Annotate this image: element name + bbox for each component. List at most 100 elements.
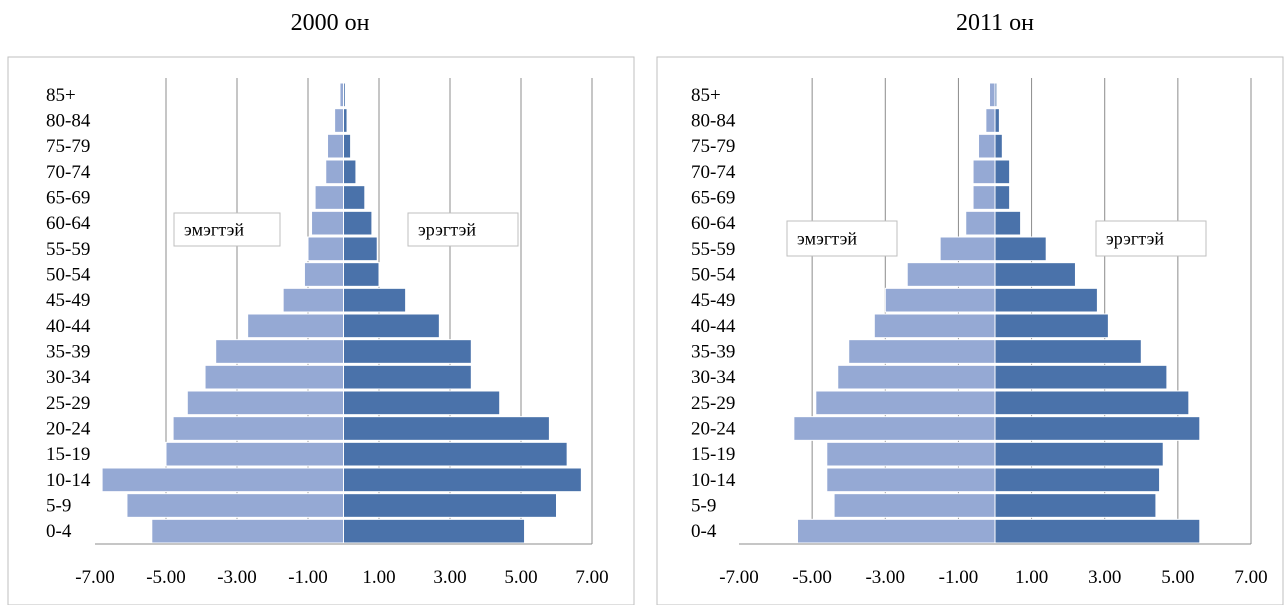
bar-male: [994, 159, 1011, 185]
y-tick-label: 55-59: [691, 239, 735, 260]
y-tick-label: 15-19: [691, 444, 735, 465]
bar-female: [325, 159, 344, 185]
x-tick-label: 3.00: [433, 567, 466, 588]
y-tick-label: 70-74: [46, 162, 91, 183]
bar-male: [994, 339, 1142, 364]
bar-male: [994, 133, 1003, 159]
y-tick-label: 25-29: [691, 393, 735, 414]
bar-male: [994, 390, 1190, 416]
bar-male: [343, 185, 366, 210]
y-tick-label: 35-39: [46, 342, 90, 363]
bar-female: [989, 82, 996, 108]
y-tick-label: 45-49: [46, 290, 90, 311]
y-tick-label: 80-84: [46, 111, 91, 132]
bar-male: [994, 262, 1076, 287]
bar-female: [826, 441, 996, 467]
y-tick-label: 15-19: [46, 444, 90, 465]
bar-female: [314, 185, 345, 210]
bar-female: [303, 262, 345, 287]
population-pyramid-2011: -7.00 -5.00 -3.00 -1.00 1.00 3.00 5.00 7.00 0-4 5…: [656, 56, 1284, 605]
y-tick-label: 75-79: [691, 136, 735, 157]
bar-female: [101, 467, 344, 493]
bar-female: [165, 441, 344, 467]
bar-male: [994, 313, 1109, 339]
y-tick-label: 40-44: [46, 316, 91, 337]
bar-female: [848, 339, 996, 364]
label-male: эрэгтэй: [418, 220, 476, 240]
bar-female: [837, 364, 996, 390]
bar-male: [343, 364, 472, 390]
bar-female: [172, 416, 344, 441]
bar-male: [343, 159, 357, 185]
y-tick-label: 70-74: [691, 162, 736, 183]
bar-female: [965, 210, 996, 236]
bar-female: [204, 364, 344, 390]
x-tick-label: 1.00: [1015, 567, 1048, 588]
bar-male: [994, 185, 1011, 210]
label-male: эрэгтэй: [1106, 229, 1164, 249]
y-tick-label: 0-4: [691, 521, 717, 542]
chart-title-2011: 2011 он: [956, 10, 1034, 36]
bar-male: [343, 82, 346, 108]
bar-male: [994, 416, 1201, 441]
label-female-box: [786, 220, 898, 257]
y-tick-label: 65-69: [46, 188, 90, 209]
bar-male: [343, 108, 348, 133]
bar-female: [972, 185, 996, 210]
y-tick-label: 35-39: [691, 342, 735, 363]
y-tick-label: 10-14: [691, 470, 736, 491]
chart-title-2000: 2000 он: [290, 10, 370, 36]
bar-male: [343, 416, 550, 441]
y-tick-label: 10-14: [46, 470, 91, 491]
bar-male: [994, 441, 1164, 467]
label-male-box: [407, 212, 519, 247]
bar-male: [343, 287, 407, 313]
x-tick-label: 5.00: [504, 567, 537, 588]
bar-female: [884, 287, 996, 313]
y-tick-label: 30-34: [46, 367, 91, 388]
x-tick-label: -1.00: [939, 567, 979, 588]
x-tick-label: -1.00: [288, 567, 328, 588]
bar-male: [343, 262, 380, 287]
bar-male: [994, 493, 1157, 518]
y-tick-label: 55-59: [46, 239, 90, 260]
y-tick-label: 25-29: [46, 393, 90, 414]
x-tick-label: 7.00: [1234, 567, 1267, 588]
y-tick-label: 50-54: [691, 265, 736, 286]
y-tick-label: 50-54: [46, 265, 91, 286]
bar-male: [343, 390, 501, 416]
bar-male: [343, 313, 440, 339]
bar-male: [994, 236, 1047, 262]
bar-male: [343, 518, 526, 544]
bar-male: [343, 339, 472, 364]
bar-male: [994, 82, 998, 108]
y-tick-label: 40-44: [691, 316, 736, 337]
bar-male: [343, 493, 557, 518]
x-tick-label: -5.00: [146, 567, 186, 588]
x-tick-label: 5.00: [1161, 567, 1194, 588]
x-tick-label: -7.00: [719, 567, 759, 588]
bar-female: [126, 493, 344, 518]
bar-female: [906, 262, 996, 287]
bar-female: [793, 416, 996, 441]
bar-male: [994, 287, 1098, 313]
bar-female: [985, 108, 996, 133]
bar-male: [994, 210, 1022, 236]
label-female: эмэгтэй: [797, 229, 857, 249]
y-tick-label: 75-79: [46, 136, 90, 157]
bar-female: [978, 133, 996, 159]
bar-female: [972, 159, 996, 185]
bar-male: [994, 467, 1161, 493]
bar-female: [282, 287, 344, 313]
bar-female: [311, 210, 344, 236]
label-female: эмэгтэй: [184, 220, 244, 240]
y-tick-label: 80-84: [691, 111, 736, 132]
bar-female: [339, 82, 345, 108]
bar-female: [151, 518, 344, 544]
y-tick-label: 45-49: [691, 290, 735, 311]
bar-female: [815, 390, 996, 416]
bar-male: [994, 108, 1000, 133]
bar-male: [343, 441, 568, 467]
bar-male: [343, 133, 352, 159]
x-tick-label: -5.00: [792, 567, 832, 588]
